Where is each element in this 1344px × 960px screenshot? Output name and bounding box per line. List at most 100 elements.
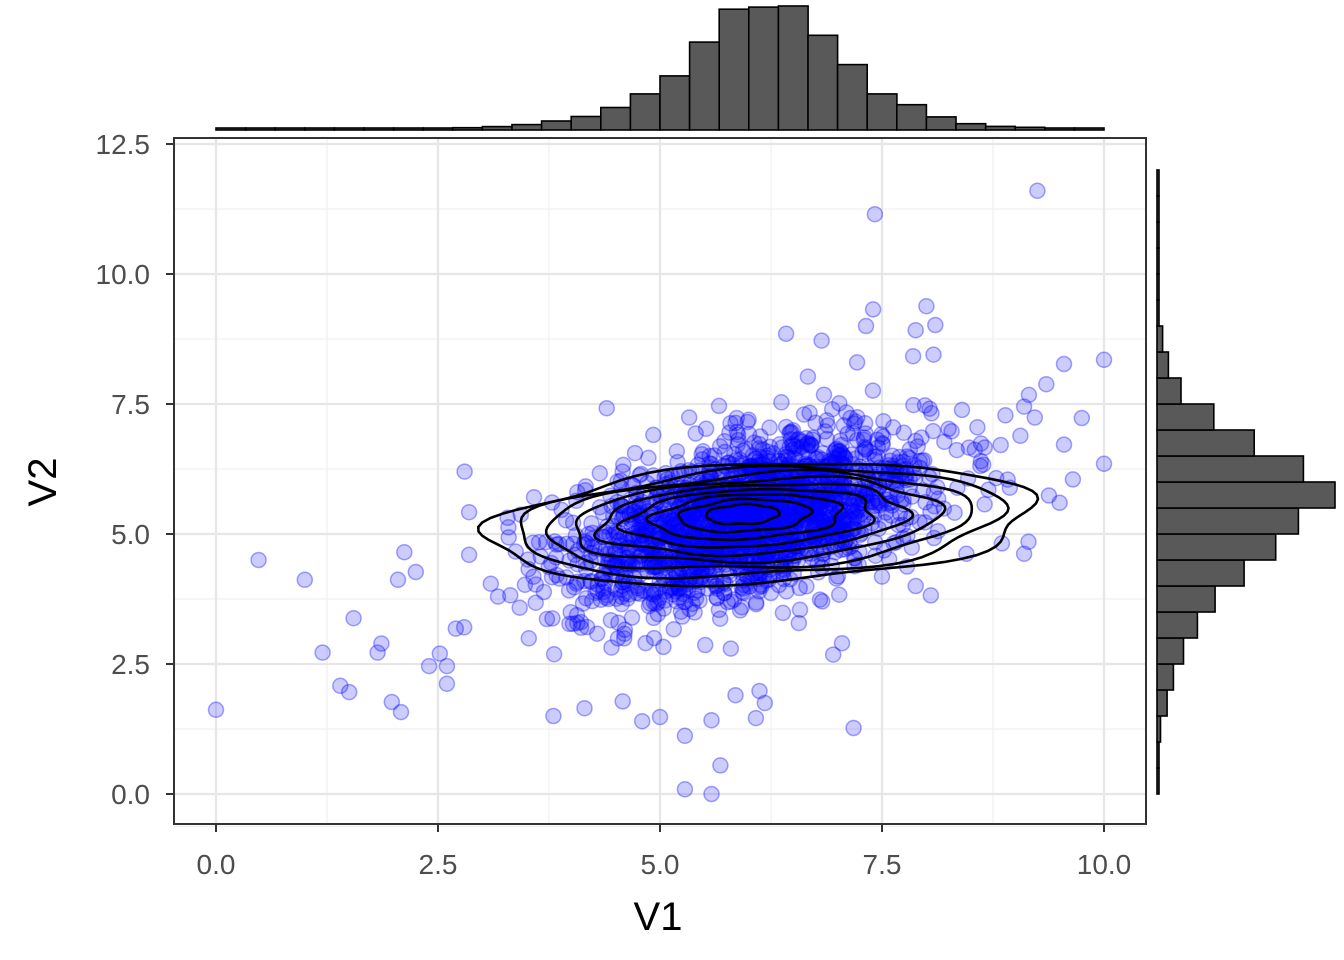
right-histogram-bar (1156, 507, 1300, 535)
scatter-point (756, 694, 774, 712)
scatter-point (972, 435, 990, 452)
scatter-point (782, 431, 800, 448)
x-tick-label: 5.0 (641, 849, 680, 880)
scatter-point (992, 436, 1009, 454)
scatter-point (665, 620, 683, 638)
scatter-point (814, 444, 831, 462)
scatter-point (905, 396, 922, 414)
right-histogram-bar (1156, 767, 1160, 795)
scatter-point (708, 590, 726, 607)
scatter-point (537, 533, 555, 551)
right-histogram-bar (1156, 455, 1305, 483)
top-histogram-bar (540, 120, 572, 131)
scatter-point (916, 397, 934, 414)
scatter-point (828, 440, 845, 458)
scatter-point (874, 436, 891, 453)
scatter-point (856, 438, 873, 456)
scatter-point (250, 551, 267, 569)
scatter-point (913, 429, 930, 446)
scatter-point (825, 449, 843, 467)
x-tick-label: 0.0 (197, 849, 236, 880)
scatter-point (972, 457, 989, 475)
scatter-point (895, 424, 913, 442)
scatter-point (855, 431, 872, 449)
scatter-point (750, 440, 768, 457)
scatter-point (719, 454, 737, 471)
scatter-point (778, 583, 795, 600)
scatter-point (676, 511, 694, 529)
top-histogram-bar (807, 34, 839, 131)
scatter-panel (173, 137, 1147, 828)
top-histogram-bar (244, 127, 277, 131)
scatter-point (500, 519, 517, 536)
right-histogram-bar (1156, 221, 1160, 249)
scatter-point (901, 441, 919, 458)
scatter-point (396, 543, 413, 561)
scatter-point (842, 409, 859, 427)
top-histogram-bar (511, 123, 543, 131)
top-histogram-bar (659, 75, 691, 131)
top-histogram-bar (451, 126, 484, 131)
scatter-point (839, 425, 856, 442)
scatter-point (823, 400, 841, 418)
scatter-point (389, 571, 407, 589)
top-histogram-bar (570, 115, 602, 131)
scatter-point (735, 584, 752, 602)
scatter-point (730, 513, 747, 530)
scatter-point (831, 442, 848, 459)
scatter-point (718, 533, 736, 550)
scatter-point (634, 582, 652, 600)
scatter-point (857, 317, 875, 335)
scatter-point (535, 583, 553, 601)
scatter-point (1026, 409, 1044, 426)
scatter-point (728, 409, 746, 427)
scatter-point (927, 316, 944, 334)
scatter-point (633, 516, 651, 533)
scatter-point (943, 423, 960, 440)
top-histogram-bar (629, 93, 661, 131)
scatter-point (1095, 455, 1113, 473)
scatter-point (644, 582, 662, 599)
scatter-point (544, 610, 561, 627)
scatter-point (761, 419, 778, 436)
x-tick-label: 10.0 (1077, 849, 1132, 880)
scatter-point (746, 434, 763, 451)
scatter-point (716, 433, 733, 450)
scatter-point (672, 485, 689, 503)
top-histogram-bar (777, 5, 809, 131)
right-histogram-bar (1156, 377, 1182, 405)
scatter-point (631, 515, 649, 532)
scatter-point (623, 609, 641, 626)
right-histogram-bar (1156, 741, 1160, 769)
scatter-point (577, 590, 595, 607)
scatter-point (597, 589, 615, 606)
scatter-point (744, 570, 761, 587)
scatter-point (904, 347, 922, 365)
scatter-point (762, 584, 780, 602)
scatter-point (845, 415, 863, 432)
scatter-point (668, 442, 686, 460)
scatter-point (750, 435, 768, 453)
right-histogram-bar (1156, 273, 1160, 301)
scatter-point (940, 420, 957, 438)
scatter-point (527, 594, 544, 611)
scatter-point (728, 517, 745, 534)
scatter-point (576, 699, 593, 717)
scatter-point (572, 613, 590, 631)
scatter-point (828, 508, 845, 525)
scatter-point (730, 431, 747, 449)
scatter-point (935, 500, 953, 517)
scatter-point (819, 417, 836, 434)
scatter-point (837, 507, 854, 524)
scatter-point (799, 368, 817, 385)
scatter-point (816, 423, 834, 440)
scatter-point (369, 644, 386, 661)
scatter-point (835, 417, 853, 434)
y-tick-label: 10.0 (96, 259, 151, 290)
scatter-point (802, 436, 819, 453)
scatter-point (797, 430, 815, 447)
scatter-point (813, 593, 831, 610)
scatter-point (844, 503, 861, 521)
y-tick-label: 0.0 (111, 779, 150, 810)
scatter-point (340, 683, 358, 701)
